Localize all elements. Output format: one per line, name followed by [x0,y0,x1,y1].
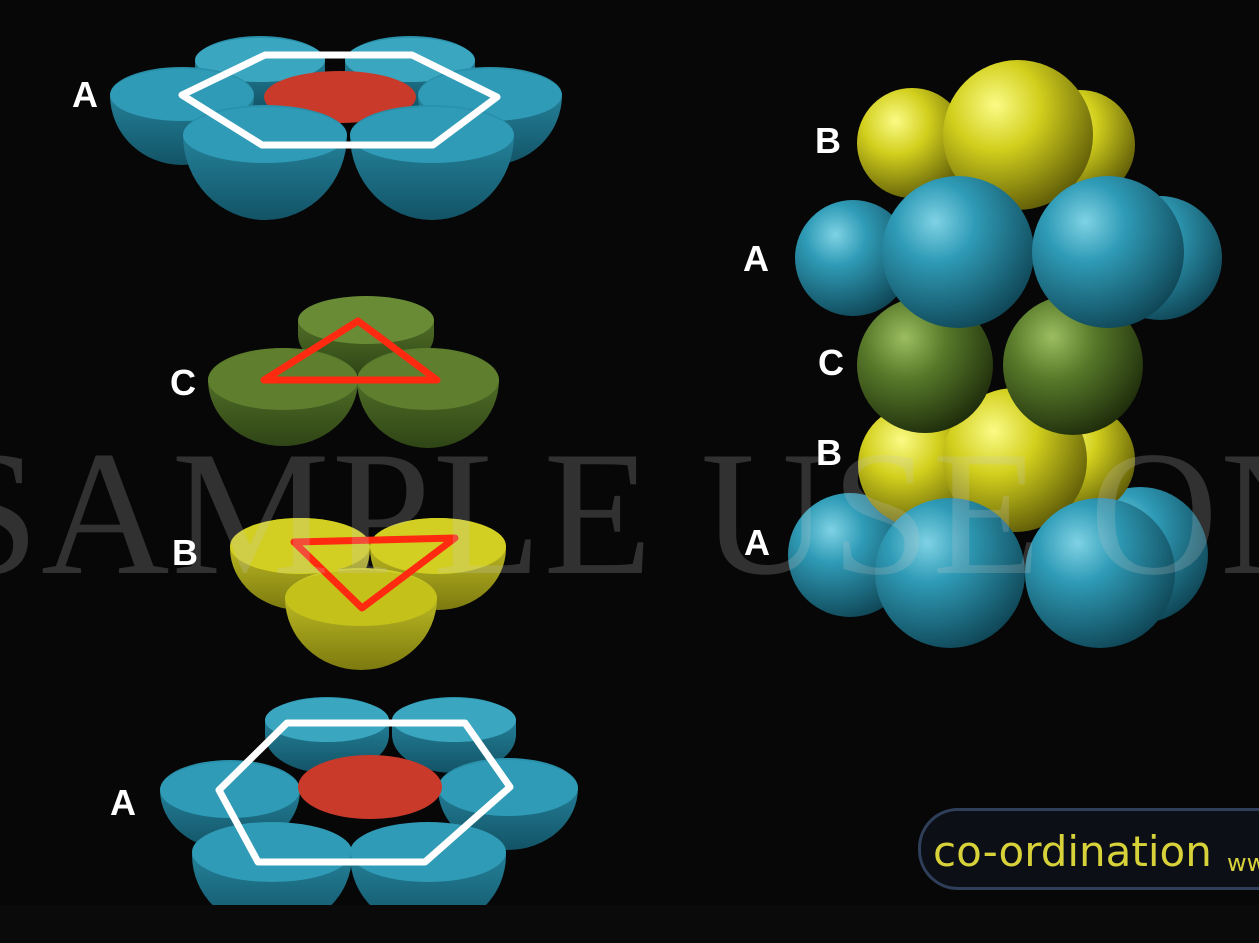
label-left-b: B [172,532,198,573]
left-layer-c [208,296,499,448]
hexagon-outline-bottom [215,719,514,866]
bottom-band [0,905,1259,943]
center-marker-bottom [298,755,442,819]
left-layer-a-top [110,36,562,220]
label-left-a-bottom: A [110,782,136,823]
label-right-c: C [818,342,844,383]
label-right-a-upper: A [743,238,769,279]
triangle-outline-b [290,534,459,612]
triangle-outline-c [260,317,441,384]
hexagon-outline-top [178,51,501,149]
caption-pill: co-ordination ww [918,808,1259,890]
left-layer-a-bottom [160,697,578,930]
left-layer-b [230,518,506,670]
right-sphere-stack [788,60,1222,648]
label-right-b-lower: B [816,432,842,473]
label-right-b-top: B [815,120,841,161]
label-left-a-top: A [72,74,98,115]
label-left-c: C [170,362,196,403]
caption-text: co-ordination [933,827,1212,876]
caption-suffix: ww [1227,849,1259,877]
label-right-a-lower: A [744,522,770,563]
